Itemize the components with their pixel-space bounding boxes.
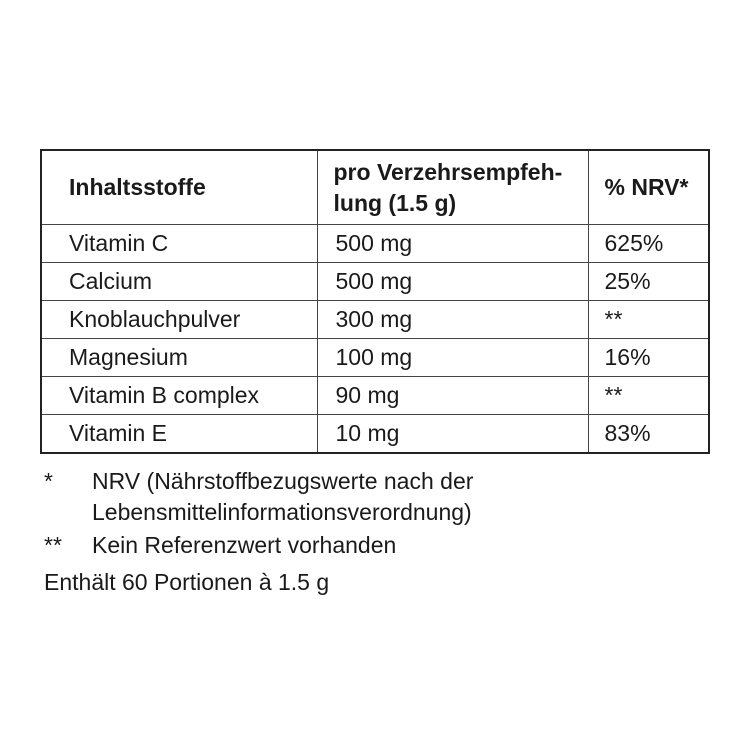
header-cell: pro Verzehrsempfeh-lung (1.5 g) [316, 149, 589, 225]
table-row: Vitamin C 500 mg 625% [40, 224, 710, 263]
header-text: lung (1.5 g) [333, 189, 457, 216]
header-cell: % NRV* [587, 149, 710, 225]
footnote-text: NRV (Nährstoffbezugswerte nach der [92, 468, 474, 494]
table-body: Vitamin C 500 mg 625% Calcium 500 mg 25% Knobl… [40, 224, 710, 454]
table-row: Magnesium 100 mg 16% [40, 338, 710, 377]
table-cell: 90 mg [316, 376, 589, 415]
header-text: pro Verzehrsempfeh- [333, 158, 563, 185]
table-cell: 500 mg [316, 224, 589, 263]
table-cell: 83% [587, 414, 710, 454]
table-cell: ** [587, 376, 710, 415]
footnote-text: Kein Referenzwert vorhanden [92, 532, 397, 558]
footnote-mark: ** [44, 532, 62, 558]
header-row: Inhaltsstoffe pro Verzehrsempfeh-lung (1… [40, 149, 710, 225]
table-cell: 16% [587, 338, 710, 377]
table-cell: Calcium [40, 262, 318, 301]
table-cell: 100 mg [316, 338, 589, 377]
table-cell: 10 mg [316, 414, 589, 454]
table-cell: Knoblauchpulver [40, 300, 318, 339]
table-row: Vitamin B complex 90 mg ** [40, 376, 710, 415]
table-cell: ** [587, 300, 710, 339]
table-cell: Vitamin B complex [40, 376, 318, 415]
table-row: Vitamin E 10 mg 83% [40, 414, 710, 454]
footnote-text: Lebensmittelinformationsverordnung) [92, 499, 472, 525]
table-cell: Vitamin E [40, 414, 318, 454]
table-row: Calcium 500 mg 25% [40, 262, 710, 301]
table-row: Knoblauchpulver 300 mg ** [40, 300, 710, 339]
header-cell: Inhaltsstoffe [40, 149, 318, 225]
table-cell: Vitamin C [40, 224, 318, 263]
table-cell: 300 mg [316, 300, 589, 339]
servings-note: Enthält 60 Portionen à 1.5 g [44, 569, 330, 595]
table-cell: 625% [587, 224, 710, 263]
header-text: Inhaltsstoffe [69, 174, 206, 200]
table-cell: 500 mg [316, 262, 589, 301]
table-cell: 25% [587, 262, 710, 301]
header-text: % NRV* [604, 174, 689, 200]
footnote-mark: * [44, 468, 53, 494]
nutrition-table: Inhaltsstoffe pro Verzehrsempfeh-lung (1… [40, 149, 710, 454]
table-cell: Magnesium [40, 338, 318, 377]
